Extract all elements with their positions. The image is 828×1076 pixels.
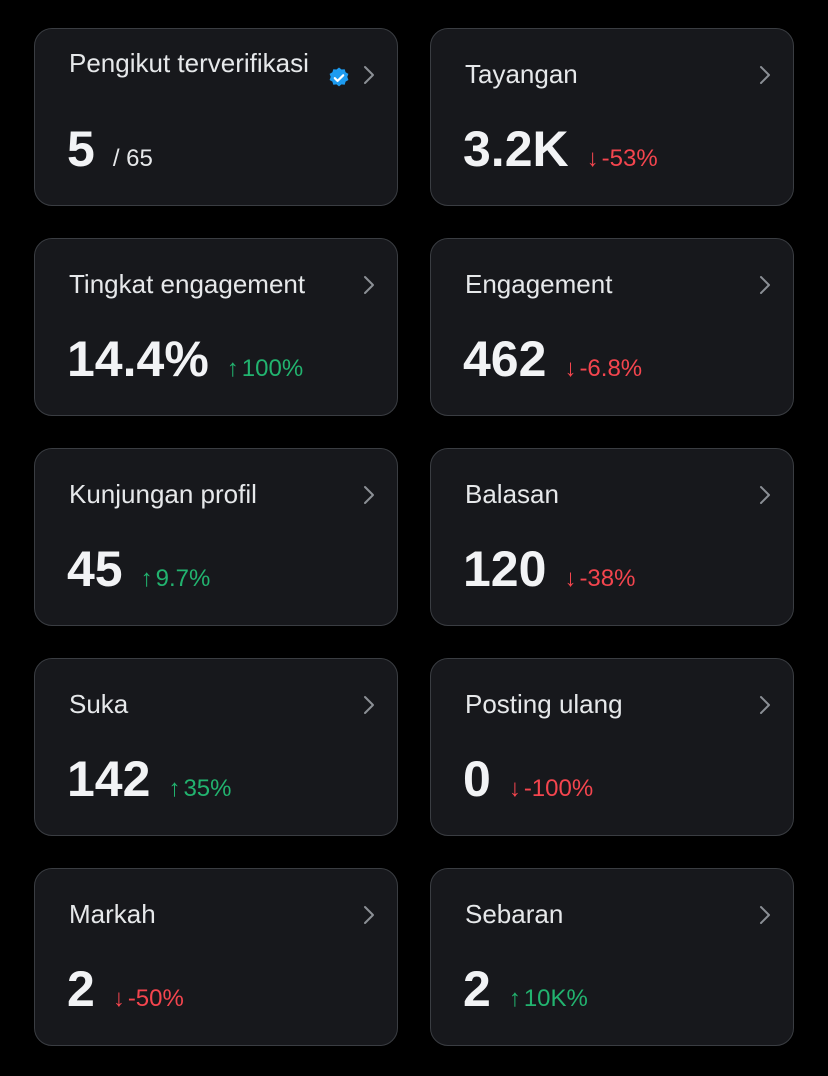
arrow-up-icon: ↑ — [140, 565, 153, 592]
chevron-right-icon — [760, 696, 770, 714]
card-value-row: 462 ↓ -6.8% — [463, 329, 642, 389]
card-value: 142 — [67, 751, 151, 807]
change-value: 100% — [241, 355, 304, 382]
arrow-down-icon: ↓ — [508, 775, 521, 802]
change-indicator: ↓ -100% — [509, 775, 593, 803]
arrow-down-icon: ↓ — [564, 355, 577, 382]
chevron-right-icon — [760, 486, 770, 504]
card-engagements[interactable]: Engagement 462 ↓ -6.8% — [430, 238, 794, 416]
verified-badge-icon — [329, 67, 349, 87]
card-label: Sebaran — [465, 899, 564, 929]
change-indicator: ↑ 9.7% — [141, 565, 211, 593]
change-value: 9.7% — [155, 565, 211, 592]
chevron-right-icon — [364, 276, 374, 294]
card-value: 45 — [67, 541, 123, 597]
arrow-up-icon: ↑ — [226, 355, 239, 382]
card-value: 120 — [463, 541, 547, 597]
chevron-right-icon — [760, 66, 770, 84]
arrow-down-icon: ↓ — [112, 985, 125, 1012]
card-engagement-rate[interactable]: Tingkat engagement 14.4% ↑ 100% — [34, 238, 398, 416]
card-value: 0 — [463, 751, 491, 807]
change-indicator: ↓ -53% — [587, 145, 658, 173]
card-label: Markah — [69, 899, 156, 929]
card-profile-visits[interactable]: Kunjungan profil 45 ↑ 9.7% — [34, 448, 398, 626]
card-impressions[interactable]: Tayangan 3.2K ↓ -53% — [430, 28, 794, 206]
arrow-down-icon: ↓ — [586, 145, 599, 172]
card-value: 14.4% — [67, 331, 209, 387]
change-indicator: ↓ -50% — [113, 985, 184, 1013]
card-value-row: 45 ↑ 9.7% — [67, 539, 210, 599]
change-indicator: ↑ 10K% — [509, 985, 588, 1013]
change-indicator: ↓ -6.8% — [564, 355, 642, 383]
chevron-right-icon — [760, 906, 770, 924]
card-shares[interactable]: Sebaran 2 ↑ 10K% — [430, 868, 794, 1046]
card-value-row: 5 / 65 — [67, 119, 153, 179]
chevron-right-icon — [364, 486, 374, 504]
card-value-row: 2 ↑ 10K% — [463, 959, 588, 1019]
card-likes[interactable]: Suka 142 ↑ 35% — [34, 658, 398, 836]
card-label: Tayangan — [465, 59, 578, 89]
card-label: Suka — [69, 689, 129, 719]
card-replies[interactable]: Balasan 120 ↓ -38% — [430, 448, 794, 626]
change-indicator: ↑ 100% — [227, 355, 303, 383]
change-value: -100% — [523, 775, 594, 802]
card-value-row: 0 ↓ -100% — [463, 749, 593, 809]
card-value-row: 3.2K ↓ -53% — [463, 119, 658, 179]
card-value-row: 142 ↑ 35% — [67, 749, 231, 809]
change-indicator: ↓ -38% — [564, 565, 635, 593]
card-total: / 65 — [112, 145, 153, 172]
change-value: 10K% — [523, 985, 588, 1012]
change-indicator: ↑ 35% — [168, 775, 231, 803]
metrics-grid: Pengikut terverifikasi 5 / 65 Tayangan 3… — [34, 28, 794, 1046]
card-bookmarks[interactable]: Markah 2 ↓ -50% — [34, 868, 398, 1046]
card-label: Kunjungan profil — [69, 479, 257, 509]
card-verified-followers[interactable]: Pengikut terverifikasi 5 / 65 — [34, 28, 398, 206]
change-value: -38% — [579, 565, 636, 592]
card-value: 462 — [463, 331, 547, 387]
arrow-down-icon: ↓ — [564, 565, 577, 592]
change-value: -50% — [127, 985, 184, 1012]
change-value: 35% — [183, 775, 232, 802]
card-value-row: 120 ↓ -38% — [463, 539, 635, 599]
chevron-right-icon — [760, 276, 770, 294]
card-value: 5 — [67, 121, 95, 177]
chevron-right-icon — [364, 696, 374, 714]
card-value: 3.2K — [463, 121, 569, 177]
change-value: -6.8% — [579, 355, 643, 382]
card-label: Engagement — [465, 269, 613, 299]
card-reposts[interactable]: Posting ulang 0 ↓ -100% — [430, 658, 794, 836]
chevron-right-icon — [364, 66, 374, 84]
card-label: Tingkat engagement — [69, 269, 306, 299]
card-value: 2 — [67, 961, 95, 1017]
chevron-right-icon — [364, 906, 374, 924]
card-value-row: 14.4% ↑ 100% — [67, 329, 303, 389]
card-label: Posting ulang — [465, 689, 623, 719]
arrow-up-icon: ↑ — [508, 985, 521, 1012]
card-value-row: 2 ↓ -50% — [67, 959, 184, 1019]
card-label: Balasan — [465, 479, 559, 509]
change-value: -53% — [601, 145, 658, 172]
card-value: 2 — [463, 961, 491, 1017]
card-label: Pengikut terverifikasi — [69, 48, 309, 78]
arrow-up-icon: ↑ — [168, 775, 181, 802]
